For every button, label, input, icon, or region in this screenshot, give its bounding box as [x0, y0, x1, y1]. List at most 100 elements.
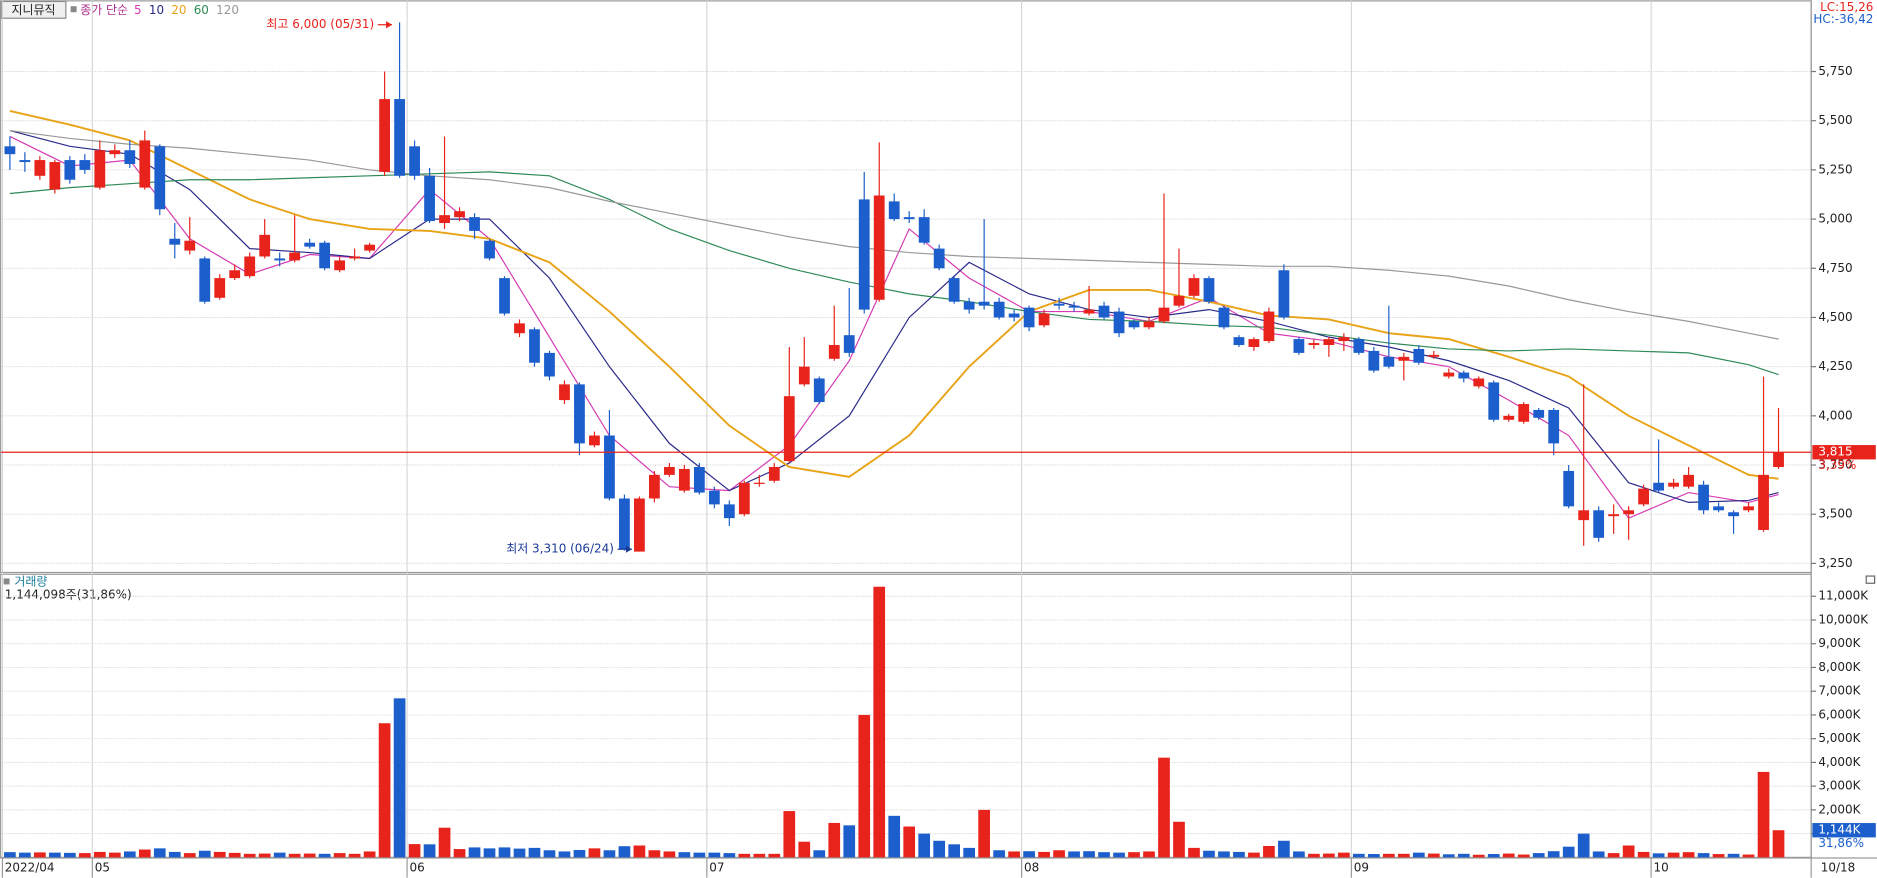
candle-body [169, 238, 181, 245]
volume-bar [378, 723, 391, 858]
volume-bar [153, 848, 166, 858]
y-tick-label: 5,750 [1818, 64, 1852, 78]
candle-body [34, 160, 46, 176]
candle-body [1023, 307, 1035, 328]
candle-body [1173, 295, 1185, 306]
volume-bar [873, 586, 886, 858]
volume-bar [258, 853, 271, 858]
candle-body [1038, 313, 1050, 326]
y-tick-label: 3,500 [1818, 507, 1852, 521]
volume-bar [243, 853, 256, 858]
y-tick-label: 8,000K [1818, 660, 1861, 674]
y-tick-label: 11,000K [1818, 589, 1869, 603]
panel-button[interactable] [1865, 575, 1876, 584]
moving-average-line [9, 171, 1779, 376]
y-tick-label: 5,000K [1818, 731, 1861, 745]
candle-body [619, 498, 630, 550]
volume-bar [228, 852, 241, 858]
current-price-label: 3,815 [1818, 445, 1852, 459]
legend-entry: 5 [134, 3, 142, 17]
candle-body [663, 466, 675, 475]
candle-body [79, 160, 91, 170]
candle-body [768, 466, 780, 481]
candle-body [94, 150, 106, 188]
volume-bar [1143, 851, 1155, 858]
y-tick-label: 4,000 [1818, 408, 1852, 422]
volume-bar [1367, 854, 1380, 858]
annotation-label: 최저 3,310 (06/24) [506, 542, 614, 556]
corner-label: HC:-36,42 [1813, 12, 1873, 26]
candle-body [394, 99, 405, 176]
candle-body [993, 301, 1005, 318]
candle-body [1248, 339, 1260, 347]
volume-bar [183, 853, 196, 858]
candle-body [1743, 506, 1754, 511]
candle-body [678, 468, 690, 491]
candle-body [289, 252, 301, 261]
candle-body [978, 301, 990, 306]
x-tick-label: 05 [95, 861, 110, 875]
volume-bar [1652, 853, 1665, 858]
volume-bar [1592, 851, 1605, 858]
volume-bar [1547, 851, 1560, 858]
candle-body [49, 162, 61, 190]
candle-body [783, 396, 795, 462]
volume-bar [213, 851, 226, 858]
candle-body [244, 256, 256, 277]
candle-body [1443, 372, 1455, 377]
volume-bar [1517, 854, 1530, 858]
candle-body [589, 435, 600, 446]
legend-entry: 20 [171, 3, 186, 17]
volume-bar [1038, 851, 1050, 858]
volume-bar [858, 714, 871, 858]
moving-average-line [9, 129, 1779, 340]
y-tick-label: 5,500 [1818, 113, 1852, 127]
volume-bar [918, 833, 931, 858]
volume-bar [723, 853, 736, 858]
volume-bar [393, 698, 406, 858]
candle-body [1143, 321, 1155, 328]
candle-body [484, 240, 495, 259]
candle-body [139, 140, 151, 188]
candle-body [154, 146, 166, 210]
volume-bar [1083, 851, 1095, 858]
candle-body [64, 160, 76, 180]
candle-body [1428, 354, 1440, 357]
volume-bar [1532, 853, 1545, 858]
volume-bar [93, 851, 106, 858]
volume-bar [1427, 853, 1440, 858]
candle-body [559, 384, 570, 401]
candle-body [1713, 506, 1724, 511]
candle-body [259, 234, 271, 257]
volume-bar [1008, 851, 1020, 858]
volume-bar [1412, 852, 1425, 858]
volume-bar [1203, 850, 1215, 858]
y-tick-label: 6,000K [1818, 707, 1861, 721]
candle-body [1293, 339, 1305, 353]
volume-bar [513, 848, 526, 858]
candle-body [4, 146, 16, 155]
volume-bar [798, 841, 811, 858]
candle-body [1683, 474, 1694, 487]
y-tick-label: 7,000K [1818, 684, 1861, 698]
candle-body [514, 323, 525, 334]
candle-body [1518, 404, 1530, 422]
candle-body [334, 260, 346, 271]
y-tick-label: 3,000K [1818, 779, 1861, 793]
x-tick-label: 09 [1354, 861, 1369, 875]
y-tick-label: 5,250 [1818, 162, 1852, 176]
volume-bar [34, 852, 46, 858]
candle-body [1623, 510, 1635, 515]
volume-bar [408, 844, 421, 858]
volume-bar [678, 852, 691, 858]
candle-body [1608, 514, 1620, 517]
candle-body [1728, 512, 1739, 517]
volume-bar [468, 847, 481, 858]
volume-bar [888, 815, 901, 858]
volume-bar [1323, 853, 1335, 858]
candle-body [1503, 415, 1515, 420]
candle-body [1158, 307, 1170, 322]
volume-bar [1502, 853, 1515, 858]
volume-bar [1682, 852, 1695, 858]
volume-bar [1173, 821, 1185, 858]
